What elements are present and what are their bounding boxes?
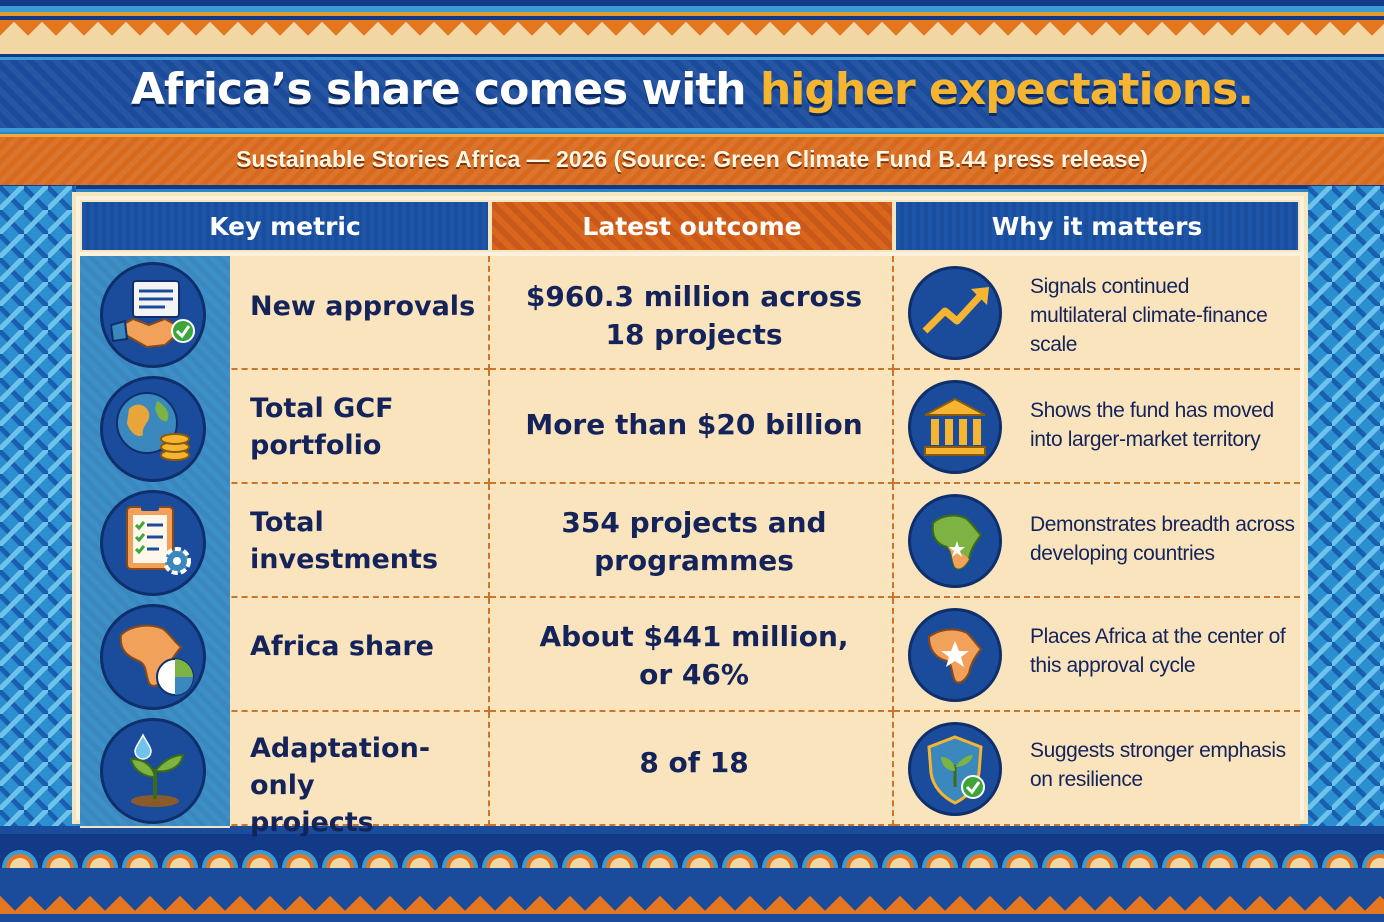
page-title: Africa’s share comes with higher expecta… bbox=[0, 64, 1384, 115]
metric-cell: Total GCF portfolio bbox=[80, 370, 490, 486]
title-highlight-text: higher expectations. bbox=[759, 64, 1254, 115]
bottom-triangle-pattern bbox=[0, 872, 1384, 914]
metric-cell: Africa share bbox=[80, 598, 490, 714]
metric-icon-tile bbox=[80, 598, 230, 714]
metric-label: Adaptation-only projects bbox=[250, 733, 431, 838]
handshake-document-icon bbox=[100, 262, 206, 368]
top-triangle-pattern bbox=[0, 20, 1384, 54]
top-pattern-edge bbox=[0, 54, 1384, 60]
why-cell bbox=[894, 370, 1300, 484]
outcome-cell bbox=[490, 712, 894, 826]
trend-up-arrow-icon bbox=[908, 266, 1002, 360]
africa-star-icon bbox=[908, 608, 1002, 702]
africa-pie-chart-icon bbox=[100, 604, 206, 710]
why-text: Signals continued multilateral climate-fi… bbox=[1030, 275, 1268, 356]
column-header-outcome: Latest outcome bbox=[490, 200, 894, 252]
outcome-cell bbox=[490, 484, 894, 598]
why-text: Shows the fund has moved into larger-mark… bbox=[1030, 399, 1274, 451]
outcome-cell bbox=[490, 256, 894, 370]
metric-icon-tile bbox=[80, 370, 230, 486]
why-text: Demonstrates breadth across developing co… bbox=[1030, 513, 1295, 565]
outcome-cell bbox=[490, 598, 894, 712]
why-cell bbox=[894, 484, 1300, 598]
subtitle: Sustainable Stories Africa — 2026 (Sourc… bbox=[236, 146, 1148, 172]
metric-cell: Adaptation-only projects bbox=[80, 712, 490, 838]
outcome-value: $960.3 million across 18 projects bbox=[525, 280, 863, 351]
bottom-arc-pattern bbox=[0, 834, 1384, 868]
table-row: Total investments 354 projects and program… bbox=[80, 484, 1300, 600]
table-row: Total GCF portfolio More than $20 billion… bbox=[80, 370, 1300, 486]
left-side-pattern bbox=[0, 186, 76, 826]
metric-label: Total investments bbox=[250, 507, 439, 575]
metric-icon-tile bbox=[80, 712, 230, 828]
table-row: Adaptation-only projects 8 of 18 Suggests… bbox=[80, 712, 1300, 838]
outcome-cell bbox=[490, 370, 894, 484]
outcome-value: More than $20 billion bbox=[525, 408, 863, 441]
right-side-pattern bbox=[1308, 186, 1384, 826]
metric-cell: New approvals bbox=[80, 256, 490, 372]
why-cell bbox=[894, 598, 1300, 712]
metric-label: New approvals bbox=[250, 291, 476, 322]
bank-building-icon bbox=[908, 380, 1002, 474]
globe-coins-icon bbox=[100, 376, 206, 482]
metric-icon-tile bbox=[80, 484, 230, 600]
why-text: Places Africa at the center of this appro… bbox=[1030, 625, 1286, 677]
column-header-why: Why it matters bbox=[894, 200, 1300, 252]
africa-map-star-icon bbox=[908, 494, 1002, 588]
subtitle-banner bbox=[0, 134, 1384, 189]
why-cell bbox=[894, 256, 1300, 370]
outcome-value: 8 of 18 bbox=[639, 746, 749, 779]
clipboard-checklist-gear-icon bbox=[100, 490, 206, 596]
column-header-metric: Key metric bbox=[80, 200, 490, 252]
shield-leaf-check-icon bbox=[908, 722, 1002, 816]
why-text: Suggests stronger emphasis on resilience bbox=[1030, 739, 1286, 791]
table-row: New approvals $960.3 million across 18 pr… bbox=[80, 256, 1300, 372]
metric-label: Africa share bbox=[250, 631, 434, 662]
why-cell bbox=[894, 712, 1300, 826]
title-banner bbox=[0, 60, 1384, 132]
table-row: Africa share About $441 million, or 46% P… bbox=[80, 598, 1300, 714]
metric-cell: Total investments bbox=[80, 484, 490, 600]
sprout-water-drop-icon bbox=[100, 718, 206, 824]
outcome-value: About $441 million, or 46% bbox=[539, 620, 849, 691]
metric-icon-tile bbox=[80, 256, 230, 372]
title-main-text: Africa’s share comes with bbox=[131, 64, 760, 115]
outcome-value: 354 projects and programmes bbox=[561, 506, 827, 577]
metric-label: Total GCF portfolio bbox=[250, 393, 394, 461]
